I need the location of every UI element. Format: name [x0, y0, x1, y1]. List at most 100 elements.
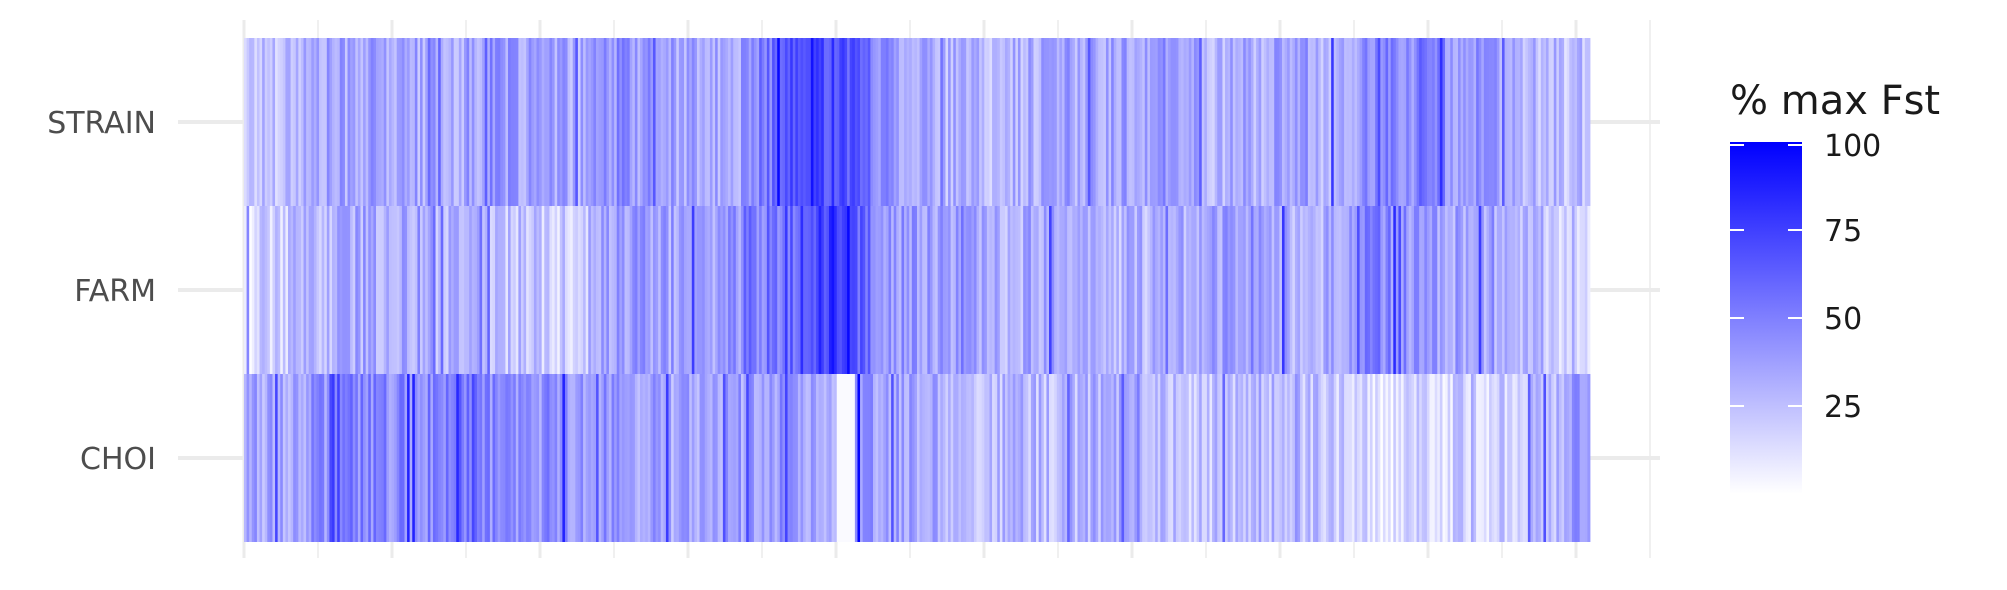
heatmap-cell	[1530, 206, 1534, 374]
heatmap-cell	[1520, 206, 1524, 374]
heatmap-cell	[1199, 374, 1203, 542]
heatmap-cell	[779, 374, 783, 542]
heatmap-cell	[932, 374, 936, 542]
heatmap-cell	[652, 206, 656, 374]
heatmap-cell	[1437, 374, 1441, 542]
heatmap-cell	[461, 38, 465, 206]
heatmap-cell	[466, 38, 470, 206]
heatmap-cell	[1005, 374, 1008, 542]
heatmap-cell	[275, 38, 279, 206]
heatmap-cell	[544, 374, 548, 542]
heatmap-cell	[740, 374, 744, 542]
heatmap-cell	[880, 374, 884, 542]
heatmap-cell	[1359, 38, 1363, 206]
heatmap-cell	[1491, 206, 1495, 374]
heatmap-cell	[288, 38, 291, 206]
heatmap-cell	[370, 206, 374, 374]
heatmap-cell	[1080, 38, 1084, 206]
heatmap-cell	[1388, 206, 1392, 374]
heatmap-cell	[577, 374, 581, 542]
heatmap-cell	[267, 374, 271, 542]
heatmap-cell	[456, 374, 460, 542]
heatmap-cell	[704, 38, 708, 206]
heatmap-cell	[500, 206, 504, 374]
heatmap-cell	[1111, 206, 1115, 374]
heatmap-cell	[673, 38, 677, 206]
heatmap-cell	[1393, 38, 1397, 206]
heatmap-cell	[1297, 38, 1301, 206]
heatmap-cell	[435, 38, 439, 206]
heatmap-cell	[787, 38, 791, 206]
heatmap-cell	[1331, 374, 1335, 542]
heatmap-cell	[306, 38, 310, 206]
heatmap-cell	[1108, 38, 1112, 206]
heatmap-cell	[1315, 38, 1319, 206]
heatmap-cell	[715, 38, 719, 206]
heatmap-cell	[948, 38, 952, 206]
heatmap-cell	[1162, 374, 1166, 542]
heatmap-cell	[849, 38, 853, 206]
heatmap-cell	[575, 374, 579, 542]
heatmap-cell	[344, 38, 348, 206]
heatmap-cell	[1300, 38, 1304, 206]
heatmap-cell	[1512, 38, 1516, 206]
heatmap-cell	[1175, 38, 1179, 206]
heatmap-cell	[619, 374, 623, 542]
heatmap-cell	[246, 374, 250, 542]
heatmap-cell	[914, 374, 918, 542]
heatmap-cell	[1501, 38, 1505, 206]
heatmap-cell	[686, 206, 690, 374]
heatmap-cell	[1080, 374, 1084, 542]
heatmap-cell	[927, 38, 931, 206]
heatmap-cell	[973, 374, 977, 542]
heatmap-cell	[1082, 374, 1086, 542]
heatmap-cell	[1007, 206, 1011, 374]
heatmap-cell	[391, 374, 395, 542]
heatmap-cell	[324, 374, 328, 542]
heatmap-cell	[479, 374, 483, 542]
heatmap-cell	[922, 206, 926, 374]
heatmap-cell	[709, 38, 713, 206]
heatmap-cell	[906, 374, 910, 542]
heatmap-cell	[875, 374, 879, 542]
heatmap-cell	[986, 374, 990, 542]
heatmap-cell	[901, 38, 905, 206]
heatmap-cell	[1067, 38, 1071, 206]
heatmap-cell	[593, 374, 597, 542]
heatmap-cell	[1377, 38, 1381, 206]
heatmap-cell	[1310, 374, 1314, 542]
heatmap-cell	[950, 38, 954, 206]
heatmap-cell	[1491, 38, 1495, 206]
heatmap-cell	[1403, 38, 1407, 206]
heatmap-cell	[841, 206, 845, 374]
heatmap-cell	[1571, 374, 1575, 542]
y-tick-label: STRAIN	[47, 106, 156, 141]
heatmap-cell	[717, 374, 721, 542]
heatmap-cell	[562, 206, 566, 374]
heatmap-cell	[1222, 374, 1226, 542]
heatmap-cell	[383, 374, 387, 542]
heatmap-cell	[1579, 38, 1583, 206]
heatmap-cell	[1191, 206, 1195, 374]
heatmap-cell	[772, 206, 776, 374]
heatmap-cell	[484, 206, 488, 374]
heatmap-cell	[1499, 38, 1503, 206]
heatmap-cell	[554, 374, 558, 542]
heatmap-cell	[1522, 206, 1526, 374]
heatmap-cell	[300, 374, 304, 542]
heatmap-cell	[570, 38, 574, 206]
heatmap-cell	[621, 374, 625, 542]
heatmap-cell	[1447, 206, 1451, 374]
heatmap-cell	[1403, 206, 1407, 374]
heatmap-cell	[409, 206, 413, 374]
heatmap-cell	[432, 206, 436, 374]
heatmap-cell	[495, 38, 499, 206]
heatmap-cell	[1204, 206, 1208, 374]
heatmap-cell	[1455, 374, 1459, 542]
heatmap-cell	[1553, 38, 1557, 206]
heatmap-cell	[1287, 38, 1291, 206]
heatmap-cell	[482, 206, 486, 374]
heatmap-cell	[1266, 206, 1270, 374]
heatmap-cell	[818, 206, 822, 374]
heatmap-cell	[950, 374, 954, 542]
